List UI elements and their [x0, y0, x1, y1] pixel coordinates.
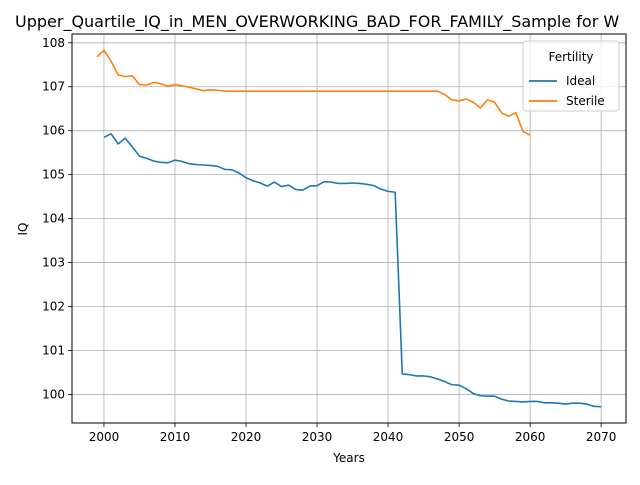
y-tick-label: 103 — [42, 256, 65, 270]
plot-frame — [71, 33, 627, 424]
legend-label-ideal: Ideal — [566, 74, 595, 88]
x-tick-label: 2040 — [373, 430, 404, 444]
y-axis-label: IQ — [16, 223, 30, 236]
x-axis: 2000 2010 2020 2030 2040 2050 2060 2070 — [89, 423, 617, 444]
legend-label-sterile: Sterile — [566, 94, 605, 108]
y-axis: 100 101 102 103 104 105 106 107 108 — [42, 36, 72, 401]
legend-box — [522, 40, 620, 112]
x-tick-label: 2030 — [302, 430, 333, 444]
x-tick-label: 2070 — [586, 430, 617, 444]
y-tick-label: 101 — [42, 343, 65, 357]
x-tick-label: 2010 — [160, 430, 191, 444]
legend: Fertility Ideal Sterile — [522, 40, 620, 112]
x-tick-label: 2000 — [89, 430, 120, 444]
y-tick-label: 104 — [42, 212, 65, 226]
y-tick-label: 107 — [42, 80, 65, 94]
y-tick-label: 105 — [42, 168, 65, 182]
x-tick-label: 2020 — [231, 430, 262, 444]
series-line-ideal — [103, 132, 602, 408]
y-tick-label: 106 — [42, 124, 65, 138]
series-lines — [96, 49, 602, 408]
series-line-sterile — [96, 49, 531, 136]
y-tick-label: 102 — [42, 300, 65, 314]
x-tick-label: 2060 — [515, 430, 546, 444]
y-tick-label: 100 — [42, 387, 65, 401]
x-axis-label: Years — [332, 451, 365, 465]
x-tick-label: 2050 — [444, 430, 475, 444]
y-tick-label: 108 — [42, 36, 65, 50]
chart-title: Upper_Quartile_IQ_in_MEN_OVERWORKING_BAD… — [15, 12, 619, 32]
legend-title: Fertility — [548, 50, 593, 64]
